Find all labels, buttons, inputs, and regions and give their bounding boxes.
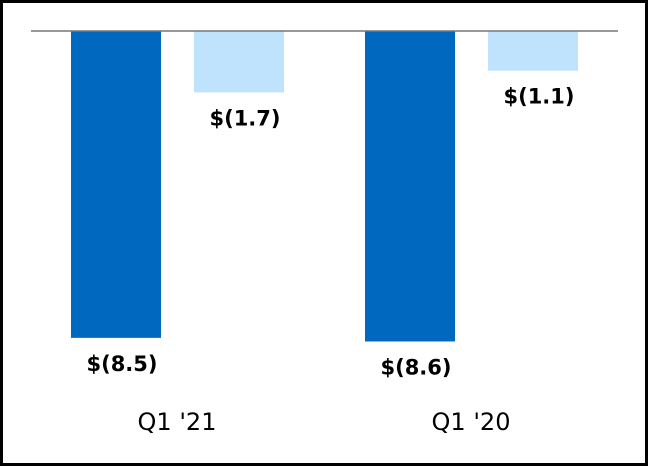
x-tick-label: Q1 '20	[432, 408, 511, 436]
bar	[365, 31, 455, 342]
value-label: $(8.6)	[380, 355, 451, 379]
bar	[71, 31, 161, 338]
value-label: $(1.7)	[209, 106, 280, 130]
bar	[194, 31, 284, 93]
bar	[488, 31, 578, 71]
value-label: $(8.5)	[86, 352, 157, 376]
x-tick-label: Q1 '21	[138, 408, 217, 436]
value-label: $(1.1)	[503, 85, 574, 109]
